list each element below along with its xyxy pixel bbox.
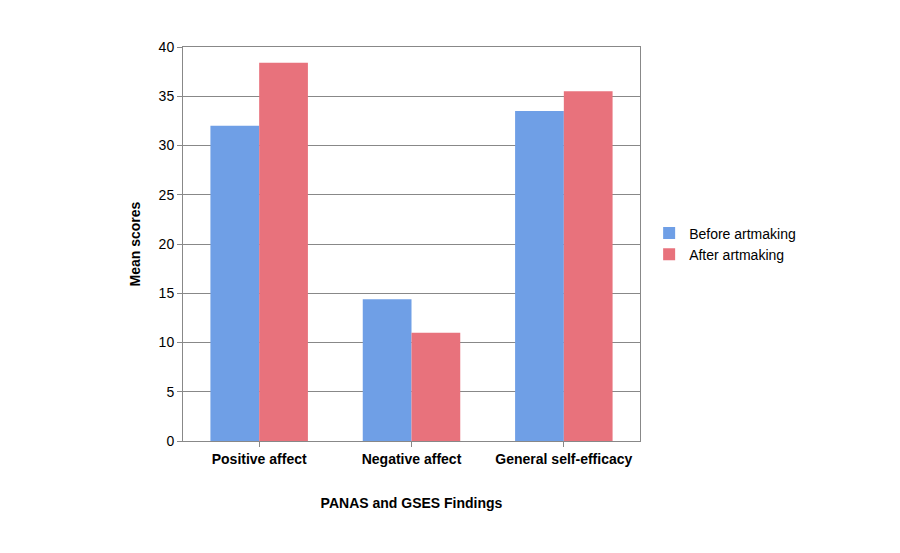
svg-text:5: 5 [166, 384, 174, 400]
svg-text:Mean scores: Mean scores [127, 201, 143, 286]
svg-text:General self-efficacy: General self-efficacy [495, 451, 632, 467]
svg-text:After artmaking: After artmaking [689, 247, 784, 263]
svg-text:35: 35 [159, 88, 175, 104]
svg-text:40: 40 [159, 39, 175, 55]
svg-text:Before artmaking: Before artmaking [689, 226, 796, 242]
svg-text:Positive affect: Positive affect [212, 451, 307, 467]
svg-text:0: 0 [166, 433, 174, 449]
svg-text:15: 15 [159, 285, 175, 301]
svg-text:30: 30 [159, 137, 175, 153]
svg-text:PANAS and GSES Findings: PANAS and GSES Findings [321, 495, 503, 511]
svg-text:25: 25 [159, 187, 175, 203]
svg-text:10: 10 [159, 334, 175, 350]
svg-text:20: 20 [159, 236, 175, 252]
svg-text:Negative affect: Negative affect [362, 451, 462, 467]
